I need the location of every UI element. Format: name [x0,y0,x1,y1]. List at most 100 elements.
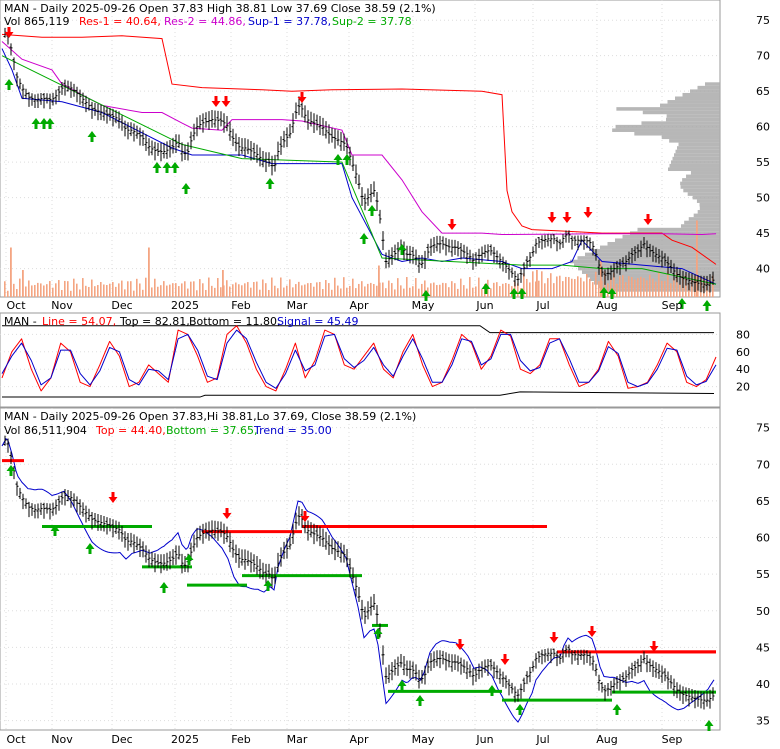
signal-arrows [4,27,712,311]
volume-bar [250,287,252,297]
volume-bar [139,283,141,297]
volume-bar [325,280,327,297]
volume-bar [469,277,471,297]
volume-bar [496,282,498,297]
volume-profile-bar [634,131,720,136]
volume-profile-bar [696,199,720,203]
panel3-title: MAN - Daily 2025-09-26 Open 37.83,Hi 38.… [4,410,416,423]
buy-arrow-up [85,543,95,554]
x-tick-label: Dec [111,733,132,745]
volume-bar [148,247,150,297]
buy-arrow-up [50,525,60,536]
x-tick-label: Dec [111,299,132,312]
oscillator-y-axis: 20 40 60 80 [736,328,750,393]
sell-arrow-down [222,508,232,519]
panel2-label: MAN - [4,315,37,328]
volume-bar [562,281,564,297]
volume-bar [436,285,438,297]
volume-bar [79,289,81,297]
panel1-volume-text: Vol 865,119 [4,15,69,28]
volume-bar [529,282,531,297]
volume-bar [532,271,534,297]
volume-bar [646,280,648,297]
volume-bar [655,281,657,297]
volume-bar [556,276,558,297]
y-tick-label: 40 [756,263,770,276]
volume-bar [226,280,228,297]
volume-bar [154,278,156,297]
volume-profile-bar [678,142,720,147]
x-tick-label: Aug [596,733,617,745]
volume-bar [607,283,609,297]
volume-bar [448,287,450,297]
volume-profile-bar [677,146,720,150]
volume-profile-bar [616,107,720,111]
volume-bar [622,275,624,297]
volume-bar [163,281,165,297]
volume-bar [172,283,174,297]
buy-arrow-up [152,162,162,173]
volume-profile-bar [688,217,720,221]
volume-bar [625,282,627,297]
volume-bar [667,271,669,297]
volume-bar [166,285,168,297]
volume-profile-bar [590,277,720,282]
volume-bar [55,283,57,297]
volume-bar [457,288,459,297]
volume-bar [190,281,192,297]
x-tick-label: Jul [535,299,549,312]
volume-profile-bar [615,124,720,129]
volume-bar [547,278,549,297]
volume-profile-bar [683,188,720,193]
volume-bar [265,283,267,297]
volume-bar [712,275,714,297]
buy-arrow-up [481,283,491,294]
trend-y-axis: 35 40 45 50 55 60 65 70 75 [756,422,770,728]
volume-profile-bar [594,281,720,285]
volume-bar [670,283,672,297]
volume-bar [508,283,510,297]
volume-bar [580,277,582,297]
volume-bar [313,286,315,297]
volume-profile-bar [622,234,720,239]
buy-arrow-up [263,580,273,591]
volume-bar [394,289,396,297]
res1-line [1,33,717,265]
volume-bar [535,281,537,297]
x-tick-label: Jun [475,733,493,745]
volume-bar [337,285,339,297]
buy-arrow-up [170,162,180,173]
volume-bar [493,282,495,297]
volume-bar [616,283,618,297]
volume-bar [199,279,201,297]
panel3-trend-text: Trend = 35.00 [253,424,332,437]
volume-bar [85,285,87,297]
volume-bar [73,278,75,297]
volume-bar [46,284,48,297]
volume-profile-bar [699,206,720,211]
volume-bar [214,287,216,297]
volume-bar [262,279,264,297]
trend-curve [1,438,715,723]
panel2-signal-text: Signal = 45.49 [277,315,359,328]
volume-bar [217,278,219,297]
volume-bar [136,278,138,297]
panel3-top-text: Top = 44.40, [95,424,166,437]
x-axis-labels-top: Oct Nov Dec 2025 Feb Mar Apr May Jun Jul Aug Sep [6,299,682,312]
x-tick-label: Oct [6,299,26,312]
volume-bar [391,283,393,297]
y-tick-label: 40 [756,678,770,691]
volume-bar [610,278,612,297]
sup2-line [1,55,717,285]
volume-bar [232,284,234,297]
volume-profile-bar [697,85,720,90]
buy-arrow-up [704,720,714,731]
volume-bar [7,290,9,297]
volume-bar [127,281,129,297]
volume-bar [25,286,27,297]
volume-bar [634,279,636,297]
x-tick-label: Jul [535,733,549,745]
volume-bar [112,282,114,297]
